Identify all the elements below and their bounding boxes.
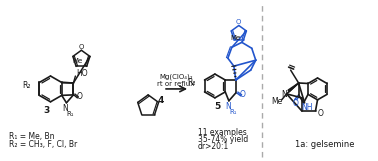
Text: R₁: R₁ (67, 111, 74, 117)
Text: 4: 4 (158, 96, 164, 105)
Text: O: O (318, 109, 324, 118)
Text: 1a: gelsemine: 1a: gelsemine (294, 140, 354, 149)
Text: N: N (225, 102, 231, 111)
Text: O: O (240, 90, 246, 99)
Text: O: O (76, 92, 82, 101)
Text: dr>20:1: dr>20:1 (198, 142, 229, 151)
Text: R₂: R₂ (22, 81, 31, 90)
Text: 3: 3 (43, 106, 50, 115)
Text: R₁ = Me, Bn: R₁ = Me, Bn (9, 132, 54, 141)
Text: Mg(ClO₄)₂: Mg(ClO₄)₂ (159, 74, 193, 80)
Text: HO: HO (76, 69, 88, 78)
Text: Me: Me (231, 35, 241, 41)
Text: 35-74% yield: 35-74% yield (198, 135, 248, 144)
Text: O: O (79, 44, 84, 50)
Text: O: O (235, 19, 240, 24)
Text: O: O (293, 99, 299, 108)
Text: 11 examples: 11 examples (198, 128, 247, 137)
Text: 5: 5 (214, 102, 220, 111)
Text: R₂ = CH₃, F, Cl, Br: R₂ = CH₃, F, Cl, Br (9, 140, 77, 149)
Text: R₁: R₁ (229, 109, 237, 115)
Text: N: N (281, 90, 287, 99)
Text: NH: NH (301, 103, 312, 112)
Text: N: N (63, 104, 68, 113)
Polygon shape (288, 83, 299, 92)
Text: rt or reflux: rt or reflux (157, 81, 195, 87)
Text: Me: Me (271, 97, 282, 106)
Text: Me: Me (72, 58, 82, 64)
Text: R₂: R₂ (187, 78, 196, 87)
